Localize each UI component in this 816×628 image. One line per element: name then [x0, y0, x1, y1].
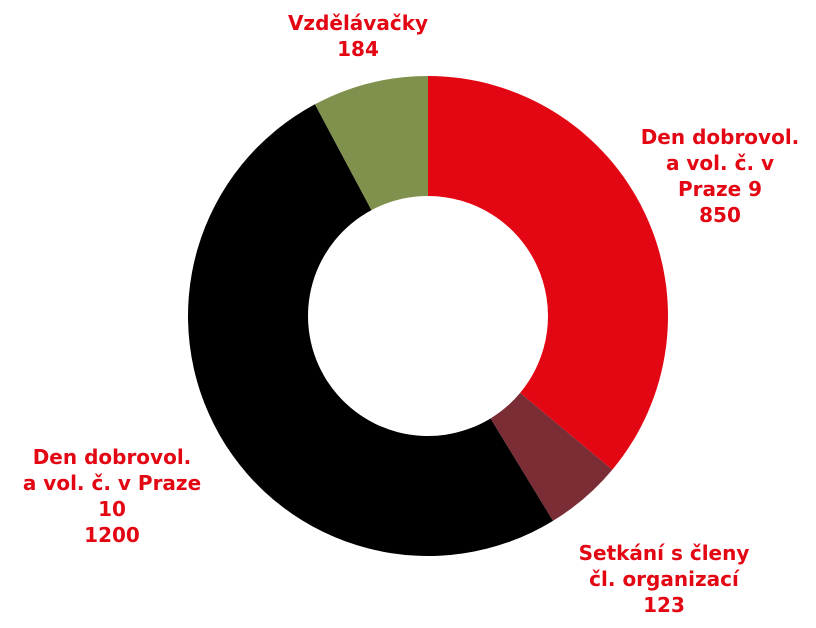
donut-slice — [490, 392, 613, 521]
category-label: Setkání s členy čl. organizací — [578, 541, 750, 591]
donut-slice — [314, 76, 428, 211]
slice-label: Den dobrovol. a vol. č. v Praze 9 850 — [590, 124, 816, 228]
slice-label: Setkání s členy čl. organizací 123 — [534, 540, 794, 618]
value-label: 123 — [643, 593, 685, 617]
value-label: 850 — [699, 203, 741, 227]
value-label: 1200 — [84, 523, 140, 547]
slice-label: Den dobrovol. a vol. č. v Praze 10 1200 — [0, 444, 242, 548]
donut-slice — [188, 104, 553, 556]
value-label: 184 — [337, 37, 379, 61]
slice-label: Vzdělávačky 184 — [228, 10, 488, 62]
category-label: Den dobrovol. a vol. č. v Praze 9 — [640, 125, 800, 201]
donut-slice — [428, 76, 668, 470]
category-label: Den dobrovol. a vol. č. v Praze 10 — [22, 445, 202, 521]
category-label: Vzdělávačky — [287, 11, 429, 35]
